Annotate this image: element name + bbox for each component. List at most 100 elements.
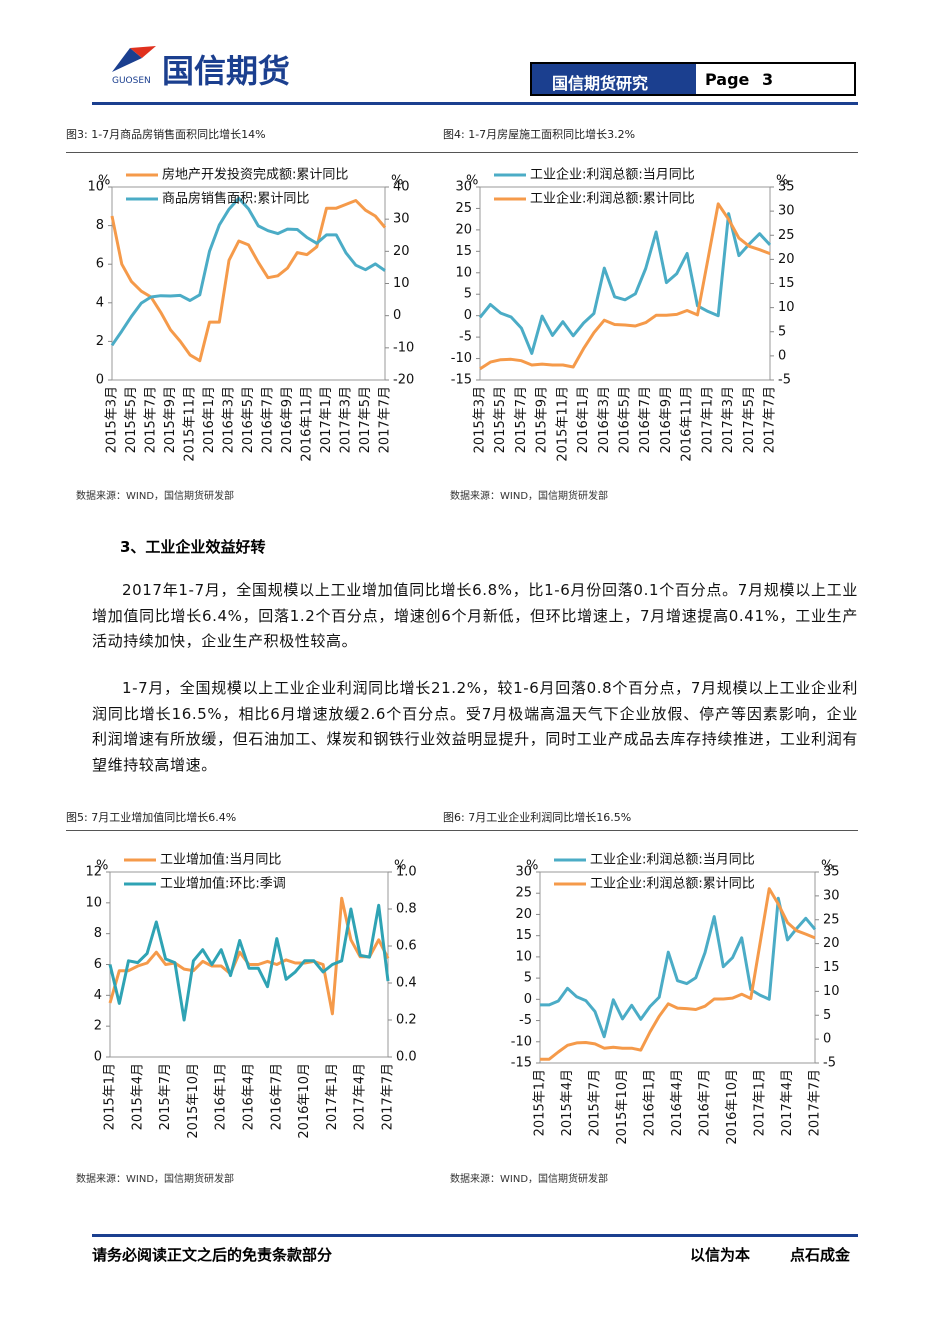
tick-label: 10 [823,984,840,999]
tick-label: -5 [459,330,472,345]
tick-label: 6 [94,957,102,972]
tick-label: -20 [393,373,414,388]
tick-label: 10 [778,300,795,315]
x-tick-label: 2015年3月 [105,386,120,453]
x-tick-label: 2017年4月 [353,1063,368,1130]
x-tick-label: 2015年1月 [533,1069,548,1136]
tick-label: 0 [823,1032,831,1047]
tick-label: 15 [455,244,472,259]
x-tick-label: 2015年4月 [560,1069,575,1136]
x-tick-label: 2016年1月 [643,1069,658,1136]
x-tick-label: 2017年1月 [319,386,334,453]
x-tick-label: 2015年3月 [473,386,488,453]
tick-label: 20 [393,244,410,259]
figure-caption: 图3: 1-7月商品房销售面积同比增长14% [66,128,266,141]
x-tick-label: 2016年1月 [576,386,591,453]
tick-label: -15 [451,373,472,388]
tick-label: 20 [455,222,472,237]
axis-unit: % [394,859,406,874]
header-section: 国信期货研究 [552,74,649,93]
paragraph: 2017年1-7月，全国规模以上工业增加值同比增长6.8%，比1-6月份回落0.… [92,581,858,650]
tick-label: 30 [455,180,472,195]
tick-label: 10 [455,265,472,280]
tick-label: 5 [524,971,532,986]
tick-label: 0.8 [396,902,417,917]
legend-label: 商品房销售面积:累计同比 [162,191,309,207]
tick-label: 30 [393,212,410,227]
x-tick-label: 2015年9月 [535,386,550,453]
x-tick-label: 2016年10月 [725,1069,740,1145]
x-tick-label: 2017年3月 [339,386,354,453]
legend-label: 房地产开发投资完成额:累计同比 [162,167,348,183]
x-tick-label: 2016年11月 [680,386,695,462]
legend-label: 工业增加值:当月同比 [160,852,281,868]
x-tick-label: 2017年1月 [753,1069,768,1136]
axis-unit: % [96,859,108,874]
figure-source: 数据来源：WIND，国信期货研发部 [450,491,609,502]
tick-label: 0 [778,348,786,363]
series-line [540,896,817,1039]
series-line [478,212,772,355]
x-tick-label: 2016年5月 [618,386,633,453]
legend-label: 工业企业:利润总额:当月同比 [590,852,755,868]
axis-unit: % [526,859,538,874]
tick-label: 10 [393,276,410,291]
x-tick-label: 2015年10月 [615,1069,630,1145]
figure-caption: 图6: 7月工业企业利润同比增长16.5% [443,811,632,824]
page-number: 3 [762,70,774,89]
tick-label: 25 [455,201,472,216]
axis-unit: % [821,859,833,874]
tick-label: 10 [87,180,104,195]
logo-sub: GUOSEN [112,76,151,86]
axis-unit: % [98,174,110,189]
x-tick-label: 2016年1月 [214,1063,229,1130]
tick-label: 25 [778,228,795,243]
series-line [108,896,390,1016]
x-tick-label: 2016年1月 [202,386,217,453]
figure-source: 数据来源：WIND，国信期货研发部 [76,491,235,502]
x-tick-label: 2016年3月 [597,386,612,453]
x-tick-label: 2015年11月 [183,386,198,462]
plot-frame [111,186,386,381]
tick-label: 15 [515,928,532,943]
x-tick-label: 2016年11月 [300,386,315,462]
x-tick-label: 2015年7月 [588,1069,603,1136]
tick-label: -5 [823,1056,836,1071]
x-tick-label: 2015年5月 [124,386,139,453]
x-tick-label: 2017年3月 [721,386,736,453]
x-tick-label: 2015年11月 [555,386,570,462]
tick-label: 8 [94,926,102,941]
footer-motto: 点石成金 [790,1246,851,1264]
x-tick-label: 2017年1月 [325,1063,340,1130]
paragraph: 1-7月，全国规模以上工业企业利润同比增长21.2%，较1-6月回落0.8个百分… [92,679,858,774]
header-rule [92,102,858,105]
caption-rule [66,152,858,153]
x-tick-label: 2016年10月 [297,1063,312,1139]
x-tick-label: 2015年10月 [186,1063,201,1139]
section-heading: 3、工业企业效益好转 [120,538,266,556]
tick-label: -10 [393,340,414,355]
legend-label: 工业企业:利润总额:累计同比 [590,876,755,892]
tick-label: 12 [85,865,102,880]
tick-label: 0 [393,308,401,323]
x-tick-label: 2016年5月 [241,386,256,453]
x-tick-label: 2016年7月 [698,1069,713,1136]
series-line [479,202,771,371]
footer-motto: 以信为本 [690,1246,751,1264]
tick-label: 4 [96,295,104,310]
header-band [532,64,696,94]
x-tick-label: 2015年7月 [514,386,529,453]
tick-label: 0.2 [396,1013,417,1028]
legend-label: 工业增加值:环比:季调 [160,876,286,892]
series-line [540,887,816,1061]
x-tick-label: 2015年4月 [130,1063,145,1130]
x-tick-label: 2016年7月 [269,1063,284,1130]
tick-label: 8 [96,218,104,233]
x-tick-label: 2016年9月 [280,386,295,453]
x-tick-label: 2017年7月 [763,386,778,453]
x-tick-label: 2016年4月 [670,1069,685,1136]
tick-label: 0 [94,1050,102,1065]
x-tick-label: 2016年3月 [222,386,237,453]
